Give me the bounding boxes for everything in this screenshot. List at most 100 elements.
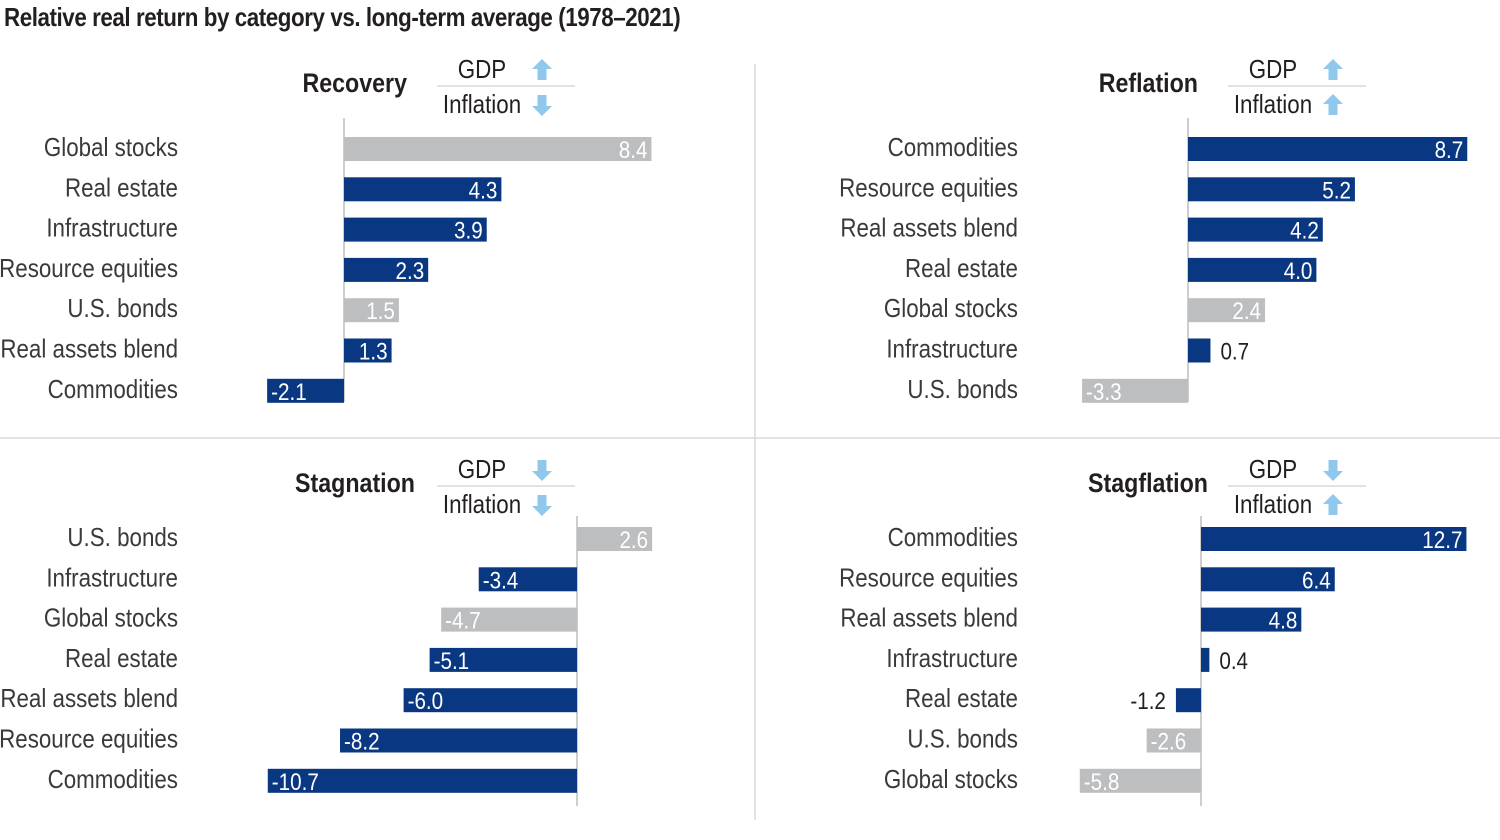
panel-stagflation: Stagflation GDP Inflation Commodities 12.7 Re… <box>839 455 1467 806</box>
panel-title: Stagnation <box>295 468 415 498</box>
panels: Recovery GDP Inflation Global stocks 8.4 Real… <box>0 55 1468 806</box>
value-label: 4.2 <box>1290 217 1319 244</box>
bar <box>344 137 652 161</box>
panel-stagnation: Stagnation GDP Inflation U.S. bonds 2.6 Infra… <box>0 455 653 806</box>
indicator-label-gdp: GDP <box>458 455 506 484</box>
bar <box>1188 298 1266 323</box>
bar <box>403 688 577 713</box>
category-label: Global stocks <box>44 604 178 633</box>
value-label: -2.1 <box>271 378 307 405</box>
value-label: 8.4 <box>619 137 648 164</box>
arrow-up-icon <box>1323 94 1343 115</box>
value-label: 1.3 <box>359 338 388 365</box>
bar <box>340 728 577 753</box>
value-label: -5.8 <box>1084 768 1120 795</box>
arrow-up-icon <box>532 59 552 80</box>
bar <box>1188 137 1468 161</box>
category-label: Global stocks <box>44 133 178 162</box>
value-label: -4.7 <box>445 607 481 634</box>
category-label: Commodities <box>888 523 1018 552</box>
bar <box>1079 768 1201 793</box>
indicator-legend: GDP Inflation <box>437 455 575 519</box>
category-label: Infrastructure <box>46 214 178 243</box>
category-label: Commodities <box>48 375 178 404</box>
value-label: 3.9 <box>454 217 483 244</box>
indicator-legend: GDP Inflation <box>1228 55 1366 119</box>
category-label: Real assets blend <box>0 685 178 714</box>
category-label: Real assets blend <box>0 335 178 364</box>
category-label: U.S. bonds <box>67 295 178 324</box>
bar <box>577 527 653 551</box>
arrow-up-icon <box>1323 494 1343 515</box>
bar <box>441 607 577 632</box>
bar <box>1175 688 1201 713</box>
bar <box>344 177 502 202</box>
value-label: 4.0 <box>1284 257 1313 284</box>
value-label: 12.7 <box>1422 527 1462 554</box>
panel-title: Reflation <box>1099 68 1198 98</box>
bar <box>344 298 399 323</box>
panel-reflation: Reflation GDP Inflation Commodities 8.7 Resou… <box>839 55 1468 405</box>
indicator-label-inflation: Inflation <box>443 490 521 519</box>
value-label: -6.0 <box>408 688 444 715</box>
value-label: 6.4 <box>1302 567 1331 594</box>
indicator-label-inflation: Inflation <box>1234 490 1312 519</box>
indicator-label-gdp: GDP <box>1249 455 1297 484</box>
value-label: -3.4 <box>483 567 519 594</box>
bar <box>1188 257 1317 282</box>
indicator-label-inflation: Inflation <box>443 90 521 119</box>
bar <box>1082 378 1188 403</box>
category-label: Resource equities <box>839 174 1018 203</box>
value-label: -2.6 <box>1151 728 1187 755</box>
bar <box>267 768 577 793</box>
category-label: U.S. bonds <box>907 375 1018 404</box>
category-label: U.S. bonds <box>67 523 178 552</box>
panel-title: Recovery <box>302 68 407 98</box>
panel-title: Stagflation <box>1088 468 1208 498</box>
value-label: -3.3 <box>1086 378 1122 405</box>
category-label: Global stocks <box>884 765 1018 794</box>
bar <box>1201 567 1335 592</box>
category-label: Resource equities <box>839 564 1018 593</box>
value-label: -1.2 <box>1130 688 1166 715</box>
category-label: Real estate <box>65 174 178 203</box>
bar <box>1201 607 1302 632</box>
bar <box>267 378 344 403</box>
category-label: U.S. bonds <box>907 725 1018 754</box>
arrow-up-icon <box>1323 59 1343 80</box>
category-label: Real estate <box>905 254 1018 283</box>
bar <box>1146 728 1201 753</box>
value-label: 0.4 <box>1219 647 1248 674</box>
bar <box>1188 177 1355 202</box>
bar <box>344 257 429 282</box>
indicator-label-gdp: GDP <box>458 55 506 84</box>
value-label: 2.6 <box>619 527 648 554</box>
category-label: Resource equities <box>0 725 178 754</box>
category-label: Infrastructure <box>886 335 1018 364</box>
value-label: -5.1 <box>434 647 470 674</box>
category-label: Real estate <box>905 685 1018 714</box>
value-label: -10.7 <box>272 768 319 795</box>
value-label: 1.5 <box>366 298 395 325</box>
value-label: 2.4 <box>1232 298 1261 325</box>
category-label: Real estate <box>65 644 178 673</box>
category-label: Real assets blend <box>840 604 1018 633</box>
category-label: Real assets blend <box>840 214 1018 243</box>
bar <box>478 567 577 592</box>
value-label: 8.7 <box>1435 137 1464 164</box>
bar <box>344 217 487 242</box>
indicator-legend: GDP Inflation <box>437 55 575 119</box>
category-label: Global stocks <box>884 295 1018 324</box>
value-label: 0.7 <box>1220 338 1249 365</box>
bar <box>1201 647 1210 672</box>
category-label: Infrastructure <box>886 644 1018 673</box>
bar <box>429 647 577 672</box>
bar <box>344 338 392 363</box>
bar <box>1201 527 1467 551</box>
bar <box>1188 217 1323 242</box>
value-label: -8.2 <box>344 728 380 755</box>
bar <box>1188 338 1211 363</box>
category-label: Infrastructure <box>46 564 178 593</box>
arrow-down-icon <box>532 460 552 481</box>
